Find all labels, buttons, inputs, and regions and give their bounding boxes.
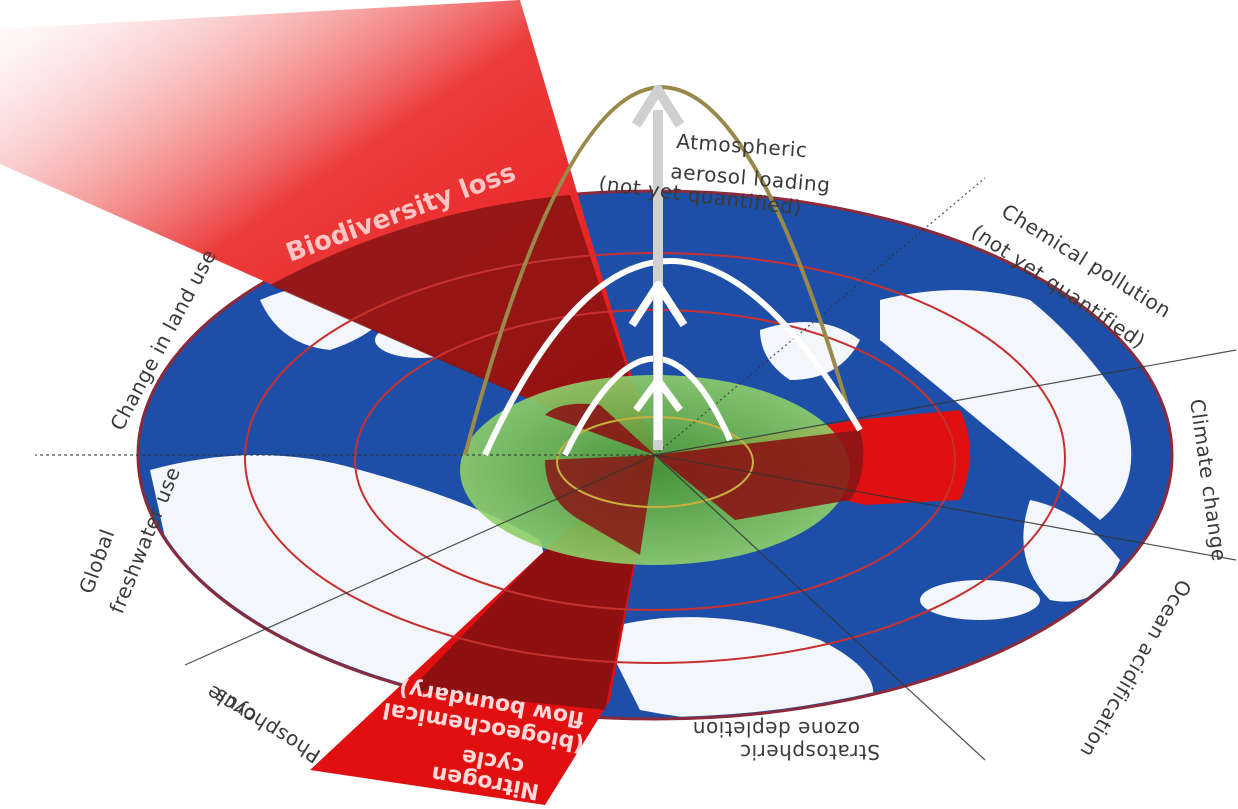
exceeded-center xyxy=(545,403,864,520)
label-ocean: Ocean acidification xyxy=(1075,576,1196,762)
safe-zone xyxy=(460,375,850,565)
label-ozone-2: ozone depletion xyxy=(692,717,860,741)
label-phosphorus-2: cycle xyxy=(202,680,261,729)
parabola-inner xyxy=(562,355,733,457)
label-climate: Climate change xyxy=(1185,397,1232,563)
arrow-up-icon xyxy=(628,85,688,450)
parabola-middle xyxy=(482,258,863,457)
label-ozone-1: Stratospheric xyxy=(740,740,880,764)
label-aerosol-1: Atmospheric xyxy=(676,129,809,162)
